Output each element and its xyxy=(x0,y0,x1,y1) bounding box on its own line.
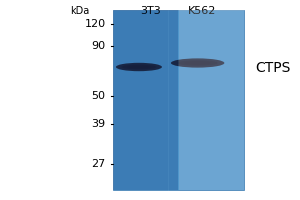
Ellipse shape xyxy=(184,61,211,65)
Text: 50: 50 xyxy=(92,91,106,101)
Text: CTPS: CTPS xyxy=(256,61,291,75)
Text: 39: 39 xyxy=(92,119,106,129)
Text: 27: 27 xyxy=(91,159,106,169)
Ellipse shape xyxy=(122,64,156,70)
Bar xyxy=(113,10,244,190)
Text: kDa: kDa xyxy=(70,6,89,16)
Text: 90: 90 xyxy=(92,41,106,51)
Text: 120: 120 xyxy=(84,19,106,29)
Text: 3T3: 3T3 xyxy=(140,6,160,16)
Ellipse shape xyxy=(171,58,224,68)
Text: K562: K562 xyxy=(188,6,216,16)
Ellipse shape xyxy=(178,60,218,66)
Ellipse shape xyxy=(128,65,150,69)
Ellipse shape xyxy=(116,63,162,71)
